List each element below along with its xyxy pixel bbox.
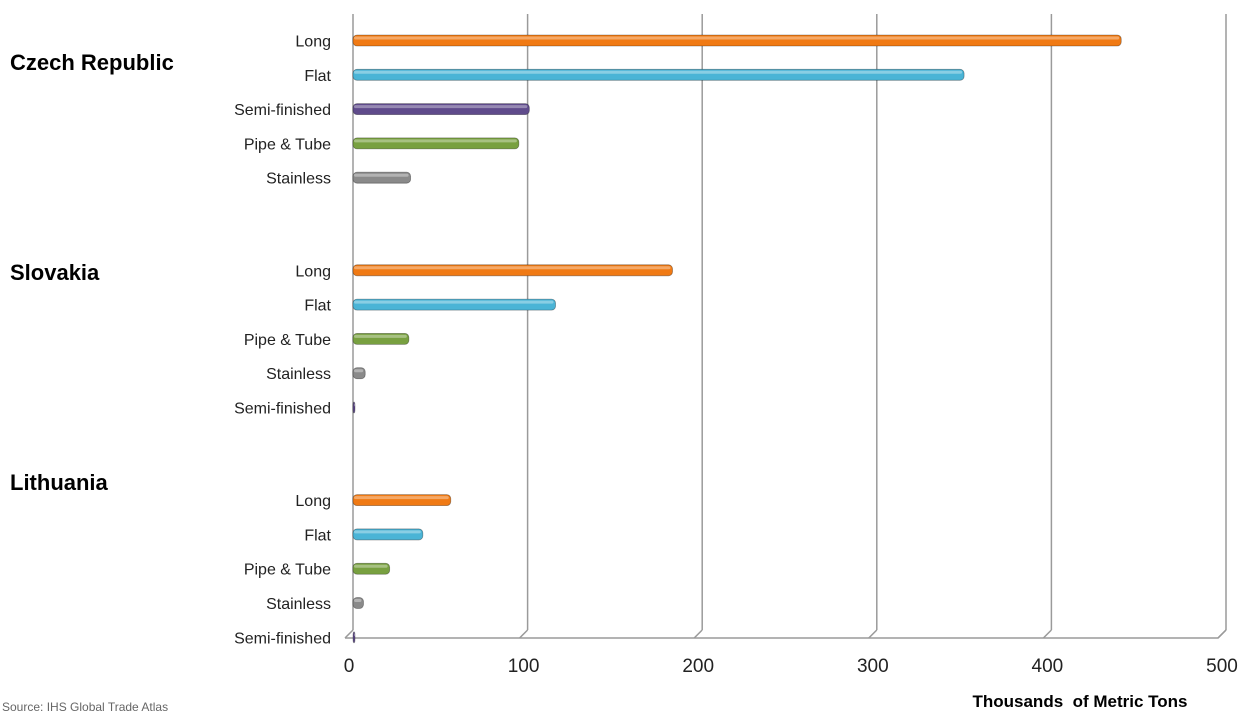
bar-highlight <box>354 70 963 74</box>
bar <box>352 562 391 575</box>
group-label: Lithuania <box>10 470 109 495</box>
bar-highlight <box>354 633 355 637</box>
category-label: Pipe & Tube <box>244 136 331 153</box>
bar <box>352 401 356 414</box>
category-label: Semi-finished <box>234 102 331 119</box>
bar-highlight <box>354 496 449 500</box>
grid-layer <box>344 14 1227 639</box>
category-label: Semi-finished <box>234 401 331 418</box>
bar <box>352 171 412 184</box>
bar-highlight <box>354 36 1120 40</box>
category-label: Long <box>295 34 331 51</box>
x-tick-label: 0 <box>344 656 355 677</box>
bar <box>352 264 673 277</box>
bar <box>352 597 364 609</box>
bar-highlight <box>354 105 528 109</box>
gridline-depth <box>868 629 878 639</box>
category-label: Stainless <box>266 596 331 613</box>
bar <box>352 34 1122 47</box>
x-tick-label: 400 <box>1032 656 1064 677</box>
bar-highlight <box>354 369 364 373</box>
labels-layer: Czech Republic Long Flat Semi-finished Pipe … <box>10 34 332 648</box>
bar-highlight <box>354 334 407 338</box>
bar-highlight <box>354 564 388 568</box>
bars-layer <box>352 34 1122 644</box>
bar <box>352 367 366 380</box>
bar-highlight <box>354 599 362 603</box>
bar <box>352 494 452 507</box>
x-tick-label: 100 <box>508 656 540 677</box>
bar <box>352 333 410 345</box>
bar-highlight <box>354 173 409 177</box>
x-tick-label: 500 <box>1206 656 1238 677</box>
bar <box>352 103 530 115</box>
bar-highlight <box>354 403 355 407</box>
category-label: Semi-finished <box>234 630 331 647</box>
category-label: Long <box>295 493 331 510</box>
bar <box>352 298 556 311</box>
gridline-depth <box>693 629 703 639</box>
bar <box>352 68 965 81</box>
source-note: Source: IHS Global Trade Atlas <box>2 700 168 713</box>
gridline-depth <box>519 629 529 639</box>
gridline-depth <box>1217 629 1227 639</box>
bar-highlight <box>354 530 421 534</box>
bar-highlight <box>354 300 554 304</box>
x-tick-label: 200 <box>682 656 714 677</box>
ticks-layer: 0 100 200 300 400 500 <box>344 656 1238 677</box>
category-label: Stainless <box>266 366 331 383</box>
bar <box>352 631 356 644</box>
x-axis-title: Thousands of Metric Tons <box>972 692 1187 711</box>
category-label: Long <box>295 263 331 280</box>
bar-highlight <box>354 139 517 143</box>
gridline-depth <box>344 629 354 639</box>
x-tick-label: 300 <box>857 656 889 677</box>
bar <box>352 528 424 541</box>
category-label: Stainless <box>266 171 331 188</box>
category-label: Pipe & Tube <box>244 332 331 349</box>
group-label: Slovakia <box>10 260 100 285</box>
group-label: Czech Republic <box>10 50 174 75</box>
floor-line <box>345 629 1227 639</box>
category-label: Flat <box>304 527 331 544</box>
bar <box>352 137 520 150</box>
category-label: Pipe & Tube <box>244 562 331 579</box>
category-label: Flat <box>304 68 331 85</box>
category-label: Flat <box>304 298 331 315</box>
bar-highlight <box>354 266 671 270</box>
gridline-depth <box>1042 629 1052 639</box>
